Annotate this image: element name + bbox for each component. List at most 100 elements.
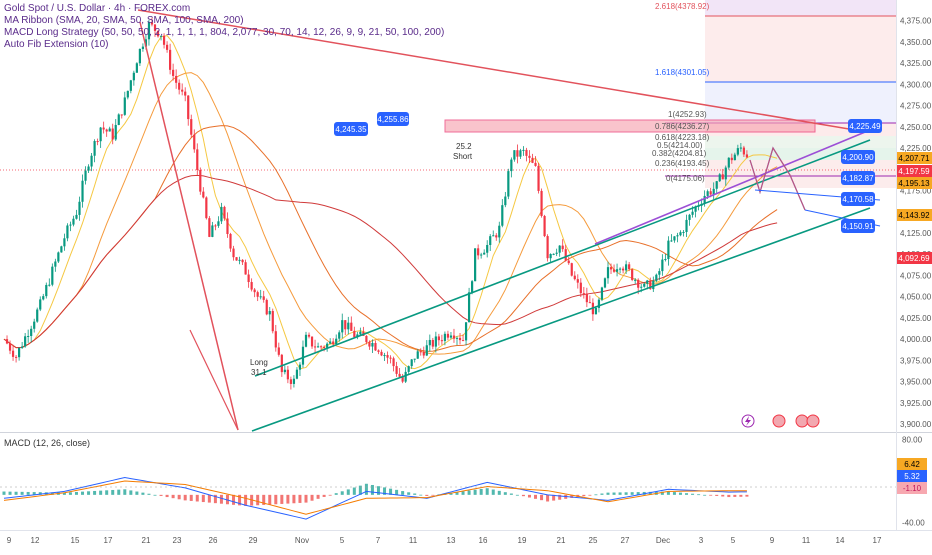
- candle-body: [395, 366, 398, 374]
- candle-body: [486, 244, 489, 253]
- macd-histogram-bar: [74, 491, 78, 495]
- y-tick-label: 3,975.00: [900, 356, 932, 365]
- macd-histogram-bar: [358, 485, 362, 495]
- candle-body: [286, 369, 289, 380]
- candle-body: [69, 224, 72, 226]
- macd-histogram-bar: [213, 494, 217, 504]
- purple-trend-line: [594, 129, 871, 245]
- candle-body: [159, 35, 163, 37]
- candle-body: [609, 267, 613, 270]
- candle-body: [398, 373, 401, 377]
- x-tick-label: 16: [479, 536, 488, 545]
- macd-histogram-bar: [81, 491, 85, 495]
- macd-tag-1: 6.42: [904, 460, 920, 469]
- macd-histogram-bar: [401, 491, 405, 495]
- macd-histogram-bar: [552, 494, 556, 501]
- fib-label-2618: 2.618(4378.92): [655, 2, 710, 11]
- fib-extension-label[interactable]: Auto Fib Extension (10): [4, 39, 109, 50]
- candle-body: [745, 154, 749, 158]
- y-tick-label: 3,900.00: [900, 420, 932, 429]
- macd-histogram-bar: [68, 492, 72, 495]
- macd-histogram-bar: [165, 494, 169, 498]
- candle-body: [434, 336, 437, 347]
- macd-histogram-bar: [431, 494, 435, 496]
- macd-histogram-bar: [618, 492, 622, 495]
- candle-body: [703, 195, 706, 204]
- candle-body: [555, 252, 558, 254]
- time-axis[interactable]: 9 12 15 17 21 23 26 29 Nov 5 7 11 13 16 19 21 25 27 Dec 3 5 9…: [7, 536, 882, 545]
- fib-label-0618: 0.618(4223.18): [655, 133, 710, 142]
- us-flag-icon-2[interactable]: [795, 414, 809, 428]
- candle-body: [18, 347, 21, 358]
- us-flag-icon[interactable]: [772, 414, 786, 428]
- candle-body: [39, 299, 42, 310]
- candle-body: [63, 238, 66, 247]
- candle-body: [326, 343, 329, 348]
- candle-body: [265, 299, 268, 315]
- macd-histogram-bar: [352, 487, 356, 495]
- macd-histogram-bar: [201, 494, 205, 503]
- tag-r4: 4,170.58: [842, 195, 874, 204]
- candle-body: [323, 347, 326, 349]
- x-tick-label: 17: [873, 536, 882, 545]
- candle-body: [431, 339, 434, 347]
- candle-body: [283, 369, 286, 373]
- macd-histogram-bar: [183, 494, 187, 501]
- candle-body: [178, 82, 181, 90]
- y-tick-label: 4,050.00: [900, 293, 932, 302]
- macd-histogram-bar: [558, 494, 562, 500]
- tag-r3-bg: [841, 171, 875, 185]
- candle-body: [295, 369, 299, 379]
- fib-label-0: 0(4175.06): [666, 174, 705, 183]
- us-flag-icon-3[interactable]: [806, 414, 820, 428]
- macd-histogram-bar: [334, 493, 338, 495]
- candle-body: [467, 292, 471, 323]
- candle-body: [489, 236, 492, 245]
- macd-histogram-bar: [111, 489, 115, 495]
- candle-body: [464, 322, 468, 341]
- fib-zone-1618: [705, 82, 896, 123]
- chart-legend: Gold Spot / U.S. Dollar · 4h · FOREX.com…: [4, 3, 444, 51]
- macd-histogram-bar: [534, 494, 538, 499]
- candle-body: [259, 296, 262, 298]
- macd-tick-label: 80.00: [902, 435, 923, 444]
- candle-body: [316, 346, 320, 348]
- candle-body: [181, 89, 184, 92]
- macd-histogram-bar: [527, 494, 531, 498]
- candle-body: [452, 335, 456, 339]
- candle-body: [537, 165, 540, 191]
- macd-histogram-bar: [678, 492, 682, 495]
- ma-ribbon-label[interactable]: MA Ribbon (SMA, 20, SMA, 50, SMA, 100, S…: [4, 15, 244, 26]
- macd-histogram-bar: [147, 493, 151, 495]
- macd-histogram-bar: [135, 491, 139, 495]
- x-tick-label: Dec: [656, 536, 670, 545]
- candle-body: [42, 296, 45, 300]
- ma-20-line: [3, 35, 778, 370]
- macd-strategy-label[interactable]: MACD Long Strategy (50, 50, 50, 2, 1, 1,…: [4, 27, 445, 38]
- price-axis[interactable]: 4,375.00 4,350.00 4,325.00 4,300.00 4,275.00…: [900, 17, 932, 528]
- candle-body: [132, 72, 135, 81]
- short-value: 25.2: [456, 142, 472, 151]
- x-tick-label: 25: [589, 536, 598, 545]
- candle-body: [588, 302, 591, 304]
- candle-body: [709, 191, 712, 195]
- candle-body: [721, 174, 724, 180]
- symbol-title[interactable]: Gold Spot / U.S. Dollar · 4h · FOREX.com: [4, 3, 191, 14]
- candle-body: [335, 338, 338, 345]
- fib-label-05: 0.5(4214.00): [657, 141, 703, 150]
- candle-body: [356, 334, 359, 338]
- x-tick-label: 5: [731, 536, 736, 545]
- candle-body: [483, 252, 486, 255]
- candle-body: [631, 269, 634, 280]
- macd-histogram-bar: [636, 492, 640, 495]
- macd-tag-2: 5.32: [904, 472, 920, 481]
- y-tick-label: 4,375.00: [900, 17, 932, 26]
- y-tick-label: 4,275.00: [900, 102, 932, 111]
- candle-body: [338, 332, 341, 339]
- candle-body: [510, 159, 513, 172]
- macd-histogram-bar: [739, 494, 743, 497]
- x-tick-label: 21: [557, 536, 566, 545]
- x-tick-label: 3: [699, 536, 704, 545]
